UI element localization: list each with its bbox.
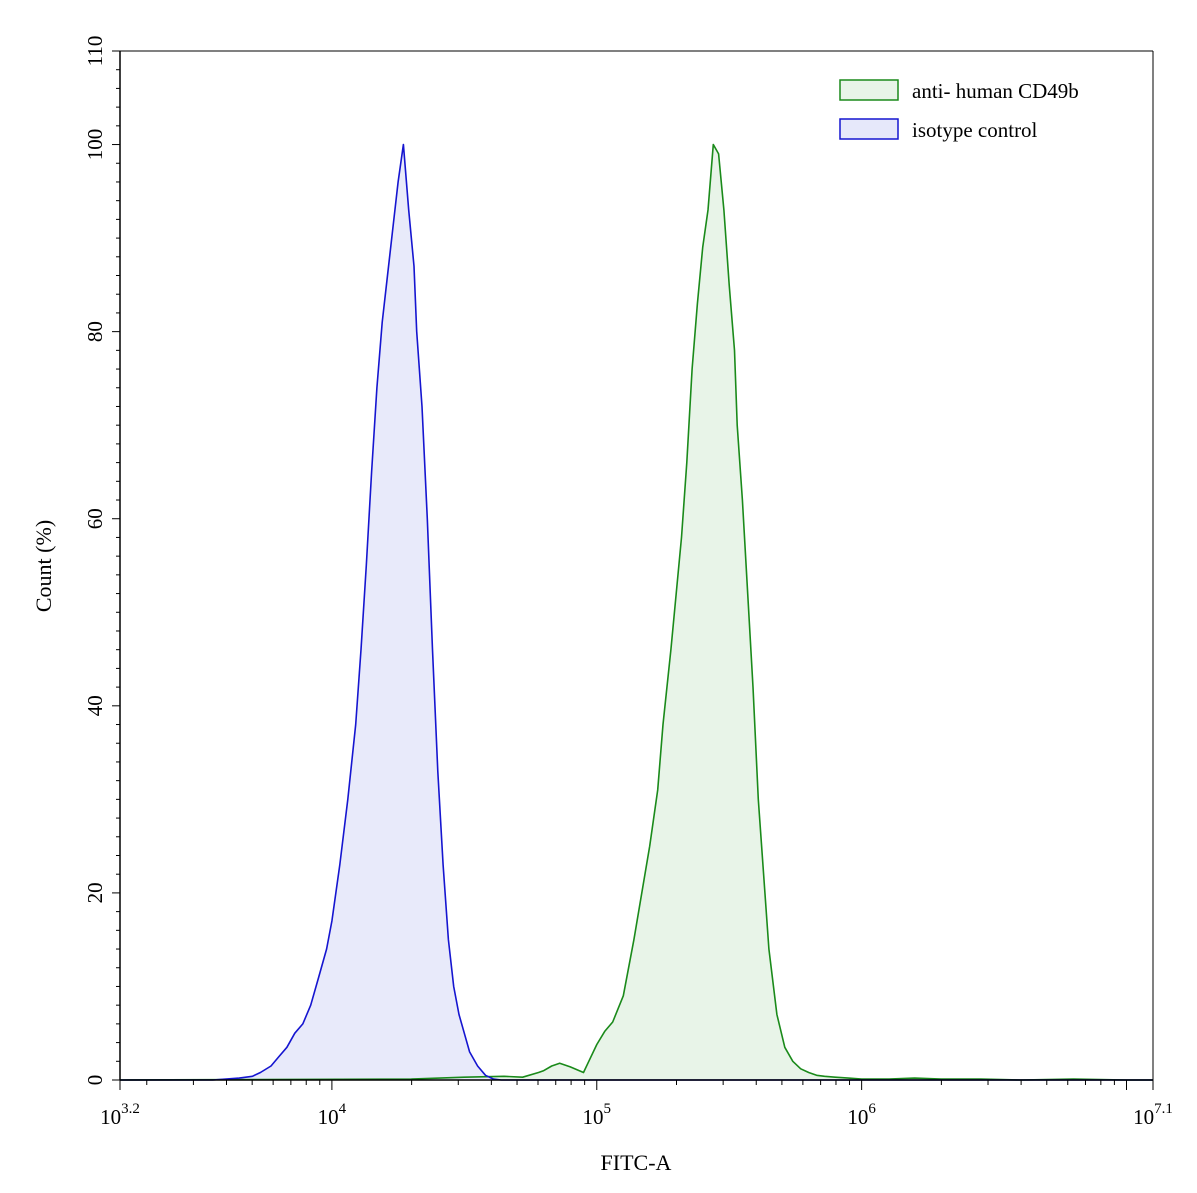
legend-label-isotype: isotype control [912,118,1038,142]
x-tick-label: 107.1 [1133,1101,1173,1129]
x-tick-label: 105 [583,1101,612,1129]
legend: anti- human CD49b isotype control [839,79,1079,142]
legend-label-cd49b: anti- human CD49b [912,79,1079,103]
legend-swatch-isotype [839,118,899,140]
y-tick-label: 40 [83,695,107,716]
legend-swatch-cd49b [839,79,899,101]
y-tick-label: 100 [83,129,107,161]
y-tick-label: 110 [83,36,107,67]
x-axis-title: FITC-A [601,1150,672,1175]
x-axis: 103.2 104 105 106 107.1 [100,1080,1173,1129]
x-tick-label: 106 [847,1101,876,1129]
series-line-cd49b [119,143,1153,1081]
x-tick-label: 103.2 [100,1101,140,1129]
y-axis: 0 20 40 60 80 100 110 [83,36,120,1086]
y-tick-label: 60 [83,508,107,529]
y-axis-title: Count (%) [31,520,56,612]
y-tick-label: 0 [83,1075,107,1086]
plot-frame [119,50,1154,1081]
x-tick-label: 104 [318,1101,347,1129]
y-tick-label: 20 [83,882,107,903]
series-fill-cd49b [120,144,1153,1080]
y-tick-label: 80 [83,321,107,342]
histogram-fills [120,144,1153,1080]
